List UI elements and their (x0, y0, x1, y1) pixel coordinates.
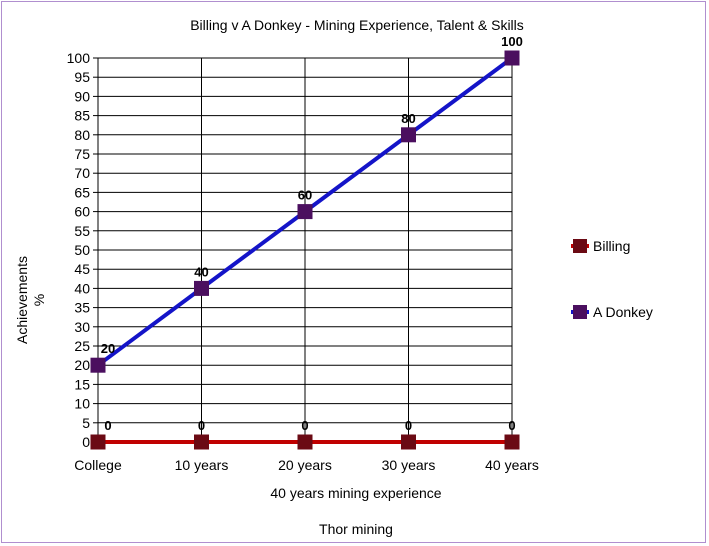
x-tick-label: College (74, 457, 122, 473)
data-label: 0 (198, 418, 205, 433)
data-label: 60 (298, 188, 312, 203)
y-axis-title-line2: % (31, 294, 47, 306)
data-point-marker (90, 434, 106, 450)
data-point-marker (504, 434, 520, 450)
data-point-marker (90, 357, 106, 373)
x-axis-title: 40 years mining experience (270, 485, 441, 501)
y-tick-label: 100 (67, 50, 91, 66)
y-tick-label: 45 (74, 261, 90, 277)
y-tick-label: 70 (74, 165, 90, 181)
data-label: 0 (508, 418, 515, 433)
legend: Billing A Donkey (571, 238, 653, 320)
data-point-marker (297, 434, 313, 450)
y-axis-title: Achievements % (14, 256, 47, 344)
y-tick-label: 5 (82, 415, 90, 431)
data-label: 20 (101, 341, 115, 356)
y-tick-label: 0 (82, 434, 90, 450)
legend-label: Billing (593, 238, 630, 254)
data-label: 40 (194, 264, 208, 279)
y-tick-label: 65 (74, 184, 90, 200)
x-tick-label: 10 years (175, 457, 229, 473)
legend-marker (573, 239, 587, 253)
vertical-gridlines (201, 58, 409, 442)
footer-label: Thor mining (319, 521, 393, 537)
data-label: 100 (501, 34, 523, 49)
y-tick-label: 75 (74, 146, 90, 162)
data-point-marker (401, 434, 416, 450)
y-tick-label: 35 (74, 300, 90, 316)
data-label: 0 (301, 418, 308, 433)
legend-marker (573, 305, 587, 319)
y-tick-label: 55 (74, 223, 90, 239)
x-tick-label: 20 years (278, 457, 332, 473)
y-tick-label: 15 (74, 376, 90, 392)
data-label: 0 (104, 418, 111, 433)
data-point-marker (401, 127, 416, 143)
legend-label: A Donkey (593, 304, 653, 320)
y-tick-label: 30 (74, 319, 90, 335)
y-tick-label: 60 (74, 204, 90, 220)
y-tick-label: 10 (74, 396, 90, 412)
y-tick-label: 25 (74, 338, 90, 354)
data-point-marker (504, 50, 520, 66)
data-label: 0 (405, 418, 412, 433)
data-labels: 0 0 0 0 0 20 40 60 80 100 (101, 34, 523, 433)
plot-area (97, 57, 513, 443)
y-tick-label: 90 (74, 88, 90, 104)
y-tick-label: 95 (74, 69, 90, 85)
x-tick-label: 40 years (485, 457, 539, 473)
y-tick-label: 40 (74, 280, 90, 296)
data-label: 80 (401, 111, 415, 126)
series-layer (90, 50, 520, 450)
data-point-marker (297, 204, 313, 220)
y-tick-label: 50 (74, 242, 90, 258)
y-tick-label: 20 (74, 357, 90, 373)
data-point-marker (194, 280, 209, 296)
x-axis-ticks: College 10 years 20 years 30 years 40 years (74, 442, 539, 473)
chart-title: Billing v A Donkey - Mining Experience, … (190, 17, 524, 33)
x-tick-label: 30 years (382, 457, 436, 473)
y-tick-label: 85 (74, 108, 90, 124)
y-axis-ticks: 0 5 10 15 20 25 30 35 40 45 50 55 60 65 70 75 80 85 90 95 10… (67, 50, 98, 450)
y-tick-label: 80 (74, 127, 90, 143)
data-point-marker (194, 434, 209, 450)
y-axis-title-line1: Achievements (14, 256, 30, 344)
